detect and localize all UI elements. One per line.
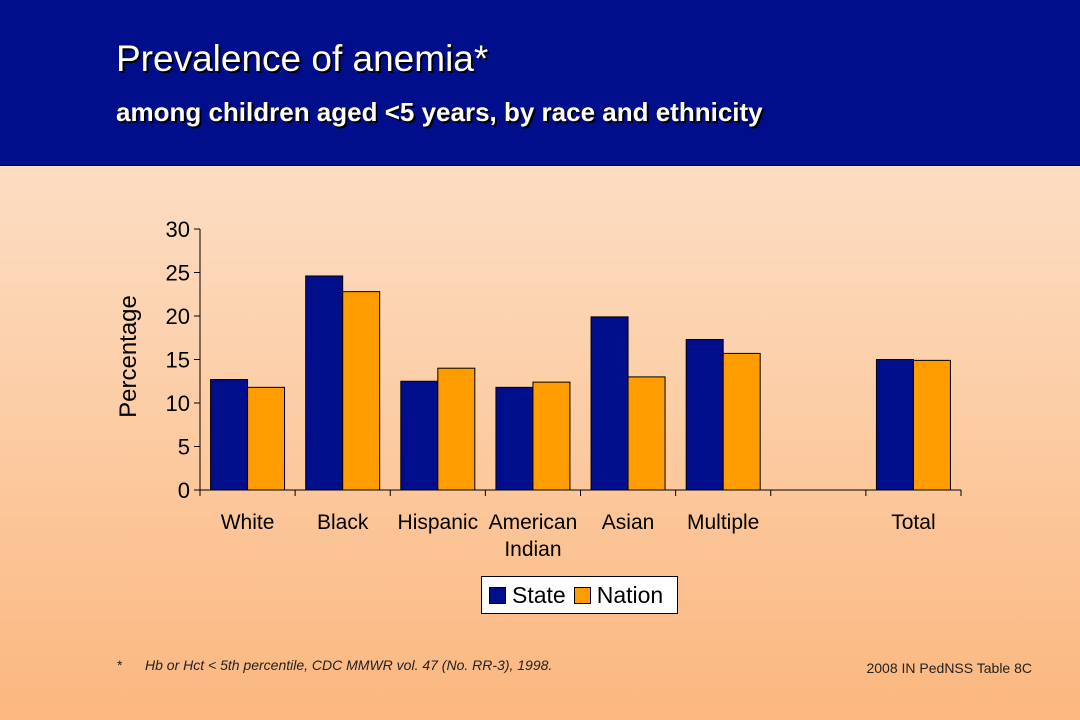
- x-tick-label-line: Hispanic: [398, 511, 479, 534]
- y-tick-label-15: 15: [166, 348, 190, 373]
- x-tick-label-5: Multiple: [687, 511, 759, 534]
- x-tick-label-0: White: [221, 511, 275, 534]
- bar-chart: 0 5 10 15 20 25 30 White Black Hispanic American In…: [115, 217, 962, 561]
- bar-nation-3: [532, 381, 571, 491]
- footnote-marker: *: [117, 657, 123, 673]
- slide-header: Prevalence of anemia* among children age…: [0, 0, 1080, 166]
- slide-subtitle: among children aged <5 years, by race an…: [116, 97, 763, 127]
- footnote-text: Hb or Hct < 5th percentile, CDC MMWR vol…: [145, 657, 553, 673]
- x-tick-label-line: Multiple: [687, 511, 759, 534]
- bar-state-3: [495, 386, 534, 491]
- bar-nation-2: [437, 367, 476, 491]
- legend-swatch-state: [489, 586, 506, 604]
- bar-nation-0: [247, 386, 286, 491]
- bar-state-2: [400, 380, 439, 491]
- y-tick-label-0: 0: [178, 478, 190, 503]
- source-citation: 2008 IN PedNSS Table 8C: [866, 660, 1032, 676]
- bar-state-5: [685, 338, 724, 491]
- x-tick-label-line: Black: [317, 511, 369, 534]
- legend-item-nation: Nation: [573, 581, 664, 609]
- x-tick-label-line: Total: [891, 511, 935, 534]
- x-tick-label-3: American Indian: [489, 511, 578, 561]
- legend-swatch-nation: [573, 586, 591, 604]
- bar-nation-4: [627, 376, 666, 491]
- x-tick-label-4: Asian: [602, 511, 655, 534]
- legend-label-nation: Nation: [596, 581, 664, 608]
- y-axis-label: Percentage: [115, 295, 142, 418]
- footnote: * Hb or Hct < 5th percentile, CDC MMWR vo…: [117, 657, 552, 673]
- bar-nation-5: [722, 352, 761, 491]
- bar-state-1: [305, 275, 344, 491]
- y-tick-label-25: 25: [166, 261, 190, 286]
- x-tick-label-line: White: [221, 511, 275, 534]
- bar-nation-7: [912, 359, 951, 491]
- x-tick-label-2: Hispanic: [398, 511, 479, 534]
- x-tick-label-7: Total: [891, 511, 935, 534]
- y-tick-label-10: 10: [166, 391, 190, 416]
- y-tick-label-30: 30: [166, 217, 190, 242]
- y-tick-label-5: 5: [178, 435, 190, 460]
- y-tick-label-20: 20: [166, 304, 190, 329]
- chart-legend: State Nation: [481, 576, 678, 614]
- slide-title: Prevalence of anemia*: [116, 38, 489, 79]
- legend-item-state: State: [489, 582, 566, 609]
- x-tick-label-1: Black: [317, 511, 369, 534]
- x-tick-label-line: Indian: [504, 538, 561, 561]
- x-tick-label-line: Asian: [602, 511, 655, 534]
- bar-nation-1: [342, 291, 381, 491]
- bar-state-4: [590, 316, 629, 491]
- bar-state-7: [875, 359, 914, 491]
- bar-state-0: [210, 379, 249, 491]
- x-tick-label-line: American: [489, 511, 578, 534]
- legend-label-state: State: [512, 581, 566, 608]
